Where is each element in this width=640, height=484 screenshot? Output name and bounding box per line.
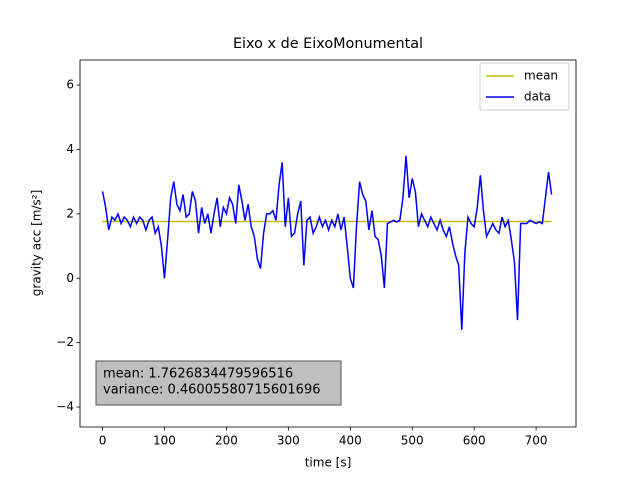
x-tick-label: 200 [215,434,238,448]
annotation-text: variance: 0.46005580715601696 [103,383,321,398]
x-tick-label: 100 [153,434,176,448]
x-tick-label: 300 [277,434,300,448]
y-tick-label: 0 [66,271,74,285]
legend-label: data [524,90,551,104]
y-axis-label: gravity acc [m/s²] [30,190,44,296]
y-tick-label: −2 [56,335,74,349]
series-line [101,155,553,330]
y-tick-label: 4 [66,142,74,156]
annotation-box [95,360,342,406]
y-tick-label: 2 [66,206,74,220]
legend-label: mean [524,69,558,83]
y-tick-label: 6 [66,78,74,92]
annotation-text: mean: 1.7626834479596516 [103,367,293,382]
y-tick-label: −4 [56,400,74,414]
x-tick-label: 400 [339,434,362,448]
x-tick-label: 500 [401,434,424,448]
x-axis-label: time [s] [305,456,352,470]
chart-title: Eixo x de EixoMonumental [233,36,423,52]
axes-frame [79,59,577,428]
x-tick-label: 600 [463,434,486,448]
x-tick-label: 0 [99,434,107,448]
legend-box [479,62,570,111]
x-tick-label: 700 [525,434,548,448]
